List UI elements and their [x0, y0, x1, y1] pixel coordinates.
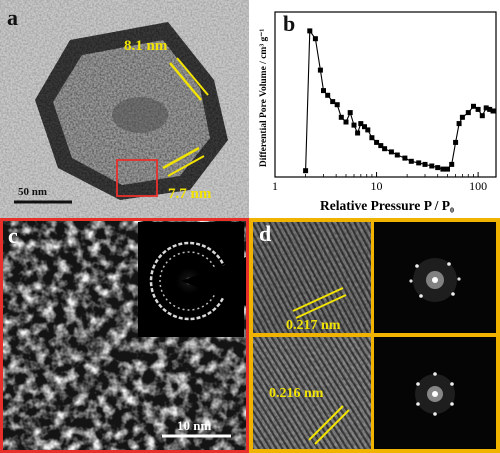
thickness-marker-bottom-2 — [167, 155, 205, 177]
data-point — [416, 160, 422, 166]
panel-c-label: c — [8, 223, 18, 248]
data-point — [440, 166, 446, 172]
thickness-label-bottom: 7.7 nm — [168, 186, 212, 202]
thickness-marker-top — [169, 62, 202, 101]
data-point — [445, 166, 450, 172]
data-point — [374, 139, 380, 145]
data-point — [378, 143, 384, 149]
panel-a-micrograph — [0, 0, 249, 218]
roi-box — [116, 159, 158, 197]
panel-b-label: b — [283, 11, 296, 36]
scale-bar-a-label: 50 nm — [18, 186, 48, 198]
panel-d-hrtem — [249, 218, 500, 453]
panel-d-label: d — [259, 221, 272, 246]
data-point — [303, 168, 309, 174]
data-point — [402, 155, 408, 161]
data-point — [334, 102, 340, 108]
data-point — [388, 149, 394, 155]
data-point — [435, 165, 441, 171]
pore-size-chart: Differential Pore Volume / cm³ g⁻¹ Relat… — [259, 11, 497, 213]
data-point — [465, 110, 471, 116]
data-point — [330, 99, 336, 105]
panel-d: d 0.217 nm 0.216 nm — [249, 218, 500, 453]
data-point — [325, 92, 331, 98]
lattice-marker-top-1 — [292, 287, 344, 312]
x-axis-title: Relative Pressure P / P₀ — [320, 198, 454, 213]
panel-c-frame — [0, 218, 249, 453]
x-tick-label: 100 — [469, 179, 487, 193]
thickness-label-top: 8.1 nm — [124, 38, 168, 54]
fft-pattern-bottom — [374, 337, 496, 449]
data-point — [382, 146, 388, 152]
data-point — [362, 124, 367, 130]
panel-c-micrograph — [0, 218, 249, 453]
thickness-marker-bottom — [162, 146, 200, 170]
lattice-marker-bottom-2 — [314, 409, 350, 445]
scale-bar-c-label: 10 nm — [177, 418, 212, 433]
data-point — [358, 121, 364, 127]
data-point — [475, 106, 481, 112]
panel-b: Differential Pore Volume / cm³ g⁻¹ Relat… — [249, 0, 500, 218]
data-point — [429, 163, 435, 169]
data-point — [317, 67, 323, 73]
data-point — [338, 114, 344, 120]
data-point — [365, 127, 371, 133]
data-point — [453, 139, 459, 145]
data-point — [483, 105, 489, 111]
data-point — [449, 161, 455, 167]
data-point — [471, 103, 476, 109]
hrtem-image-top — [253, 222, 371, 333]
data-point — [459, 114, 465, 120]
data-point — [355, 130, 361, 136]
lattice-marker-top-2 — [295, 294, 347, 319]
data-point — [347, 110, 353, 116]
lattice-spacing-top: 0.217 nm — [286, 318, 341, 333]
panel-c: c 10 nm — [0, 218, 249, 453]
lattice-marker-bottom-1 — [308, 405, 344, 441]
fft-pattern-top — [374, 222, 496, 333]
data-point — [307, 28, 313, 34]
panel-a: a 8.1 nm 7.7 nm 50 nm — [0, 0, 249, 218]
thickness-marker-top-2 — [176, 57, 209, 96]
data-point — [479, 113, 485, 119]
data-point — [490, 108, 496, 114]
hrtem-image-bottom — [253, 337, 371, 449]
panel-a-label: a — [7, 5, 18, 30]
y-axis-title: Differential Pore Volume / cm³ g⁻¹ — [259, 29, 269, 167]
x-tick-label: 1 — [272, 179, 278, 193]
beam-stop — [181, 257, 246, 306]
data-point — [456, 121, 462, 127]
data-point — [369, 135, 375, 141]
data-point — [343, 119, 349, 125]
lattice-spacing-bottom: 0.216 nm — [269, 386, 324, 401]
chart-plot-frame — [274, 11, 497, 178]
x-tick-label: 10 — [371, 179, 383, 193]
data-point — [351, 122, 357, 128]
data-point — [422, 161, 428, 167]
data-point — [408, 158, 414, 164]
data-point — [312, 36, 318, 42]
saed-pattern-inset — [138, 222, 246, 337]
data-point — [394, 152, 400, 158]
data-point — [487, 106, 493, 112]
data-point — [321, 88, 326, 94]
